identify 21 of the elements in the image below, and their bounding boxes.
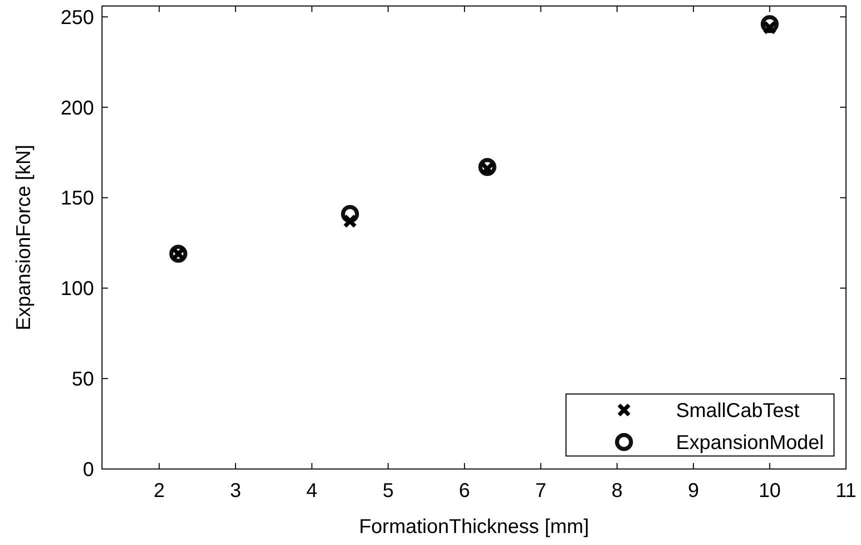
y-tick-label: 100: [60, 278, 94, 300]
x-axis-title: FormationThickness [mm]: [358, 516, 590, 538]
x-tick-label: 11: [836, 480, 856, 502]
x-tick-label: 9: [688, 480, 699, 502]
y-tick-label: 200: [60, 97, 94, 120]
legend-label: SmallCabTest: [676, 400, 800, 422]
x-tick-label: 7: [535, 480, 546, 502]
point: [343, 214, 357, 228]
x-tick-label: 10: [758, 480, 781, 502]
y-tick-label: 0: [82, 459, 94, 481]
y-tick-label: 250: [60, 6, 94, 29]
x-tick-label: 8: [612, 480, 623, 502]
y-tick-label: 50: [72, 368, 94, 391]
x-tick-label: 2: [154, 480, 165, 502]
y-tick-label: 150: [60, 188, 94, 210]
legend-label: ExpansionModel: [676, 432, 824, 454]
x-tick-label: 4: [306, 480, 318, 502]
x-tick-label: 6: [458, 480, 470, 502]
x-tick-label: 5: [382, 480, 394, 502]
x-tick-label: 3: [230, 480, 242, 502]
y-axis-title: ExpansionForce [kN]: [13, 144, 35, 330]
